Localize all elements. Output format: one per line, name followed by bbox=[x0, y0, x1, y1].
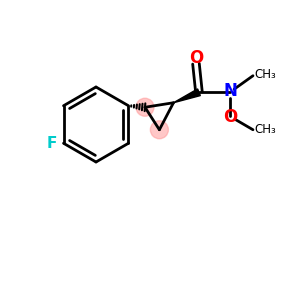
Polygon shape bbox=[173, 89, 200, 103]
Text: CH₃: CH₃ bbox=[254, 123, 276, 136]
Text: CH₃: CH₃ bbox=[254, 68, 276, 81]
Circle shape bbox=[150, 121, 168, 139]
Text: F: F bbox=[46, 136, 57, 151]
Circle shape bbox=[136, 98, 154, 116]
Text: O: O bbox=[189, 49, 203, 68]
Text: N: N bbox=[224, 82, 237, 100]
Text: O: O bbox=[224, 108, 238, 126]
